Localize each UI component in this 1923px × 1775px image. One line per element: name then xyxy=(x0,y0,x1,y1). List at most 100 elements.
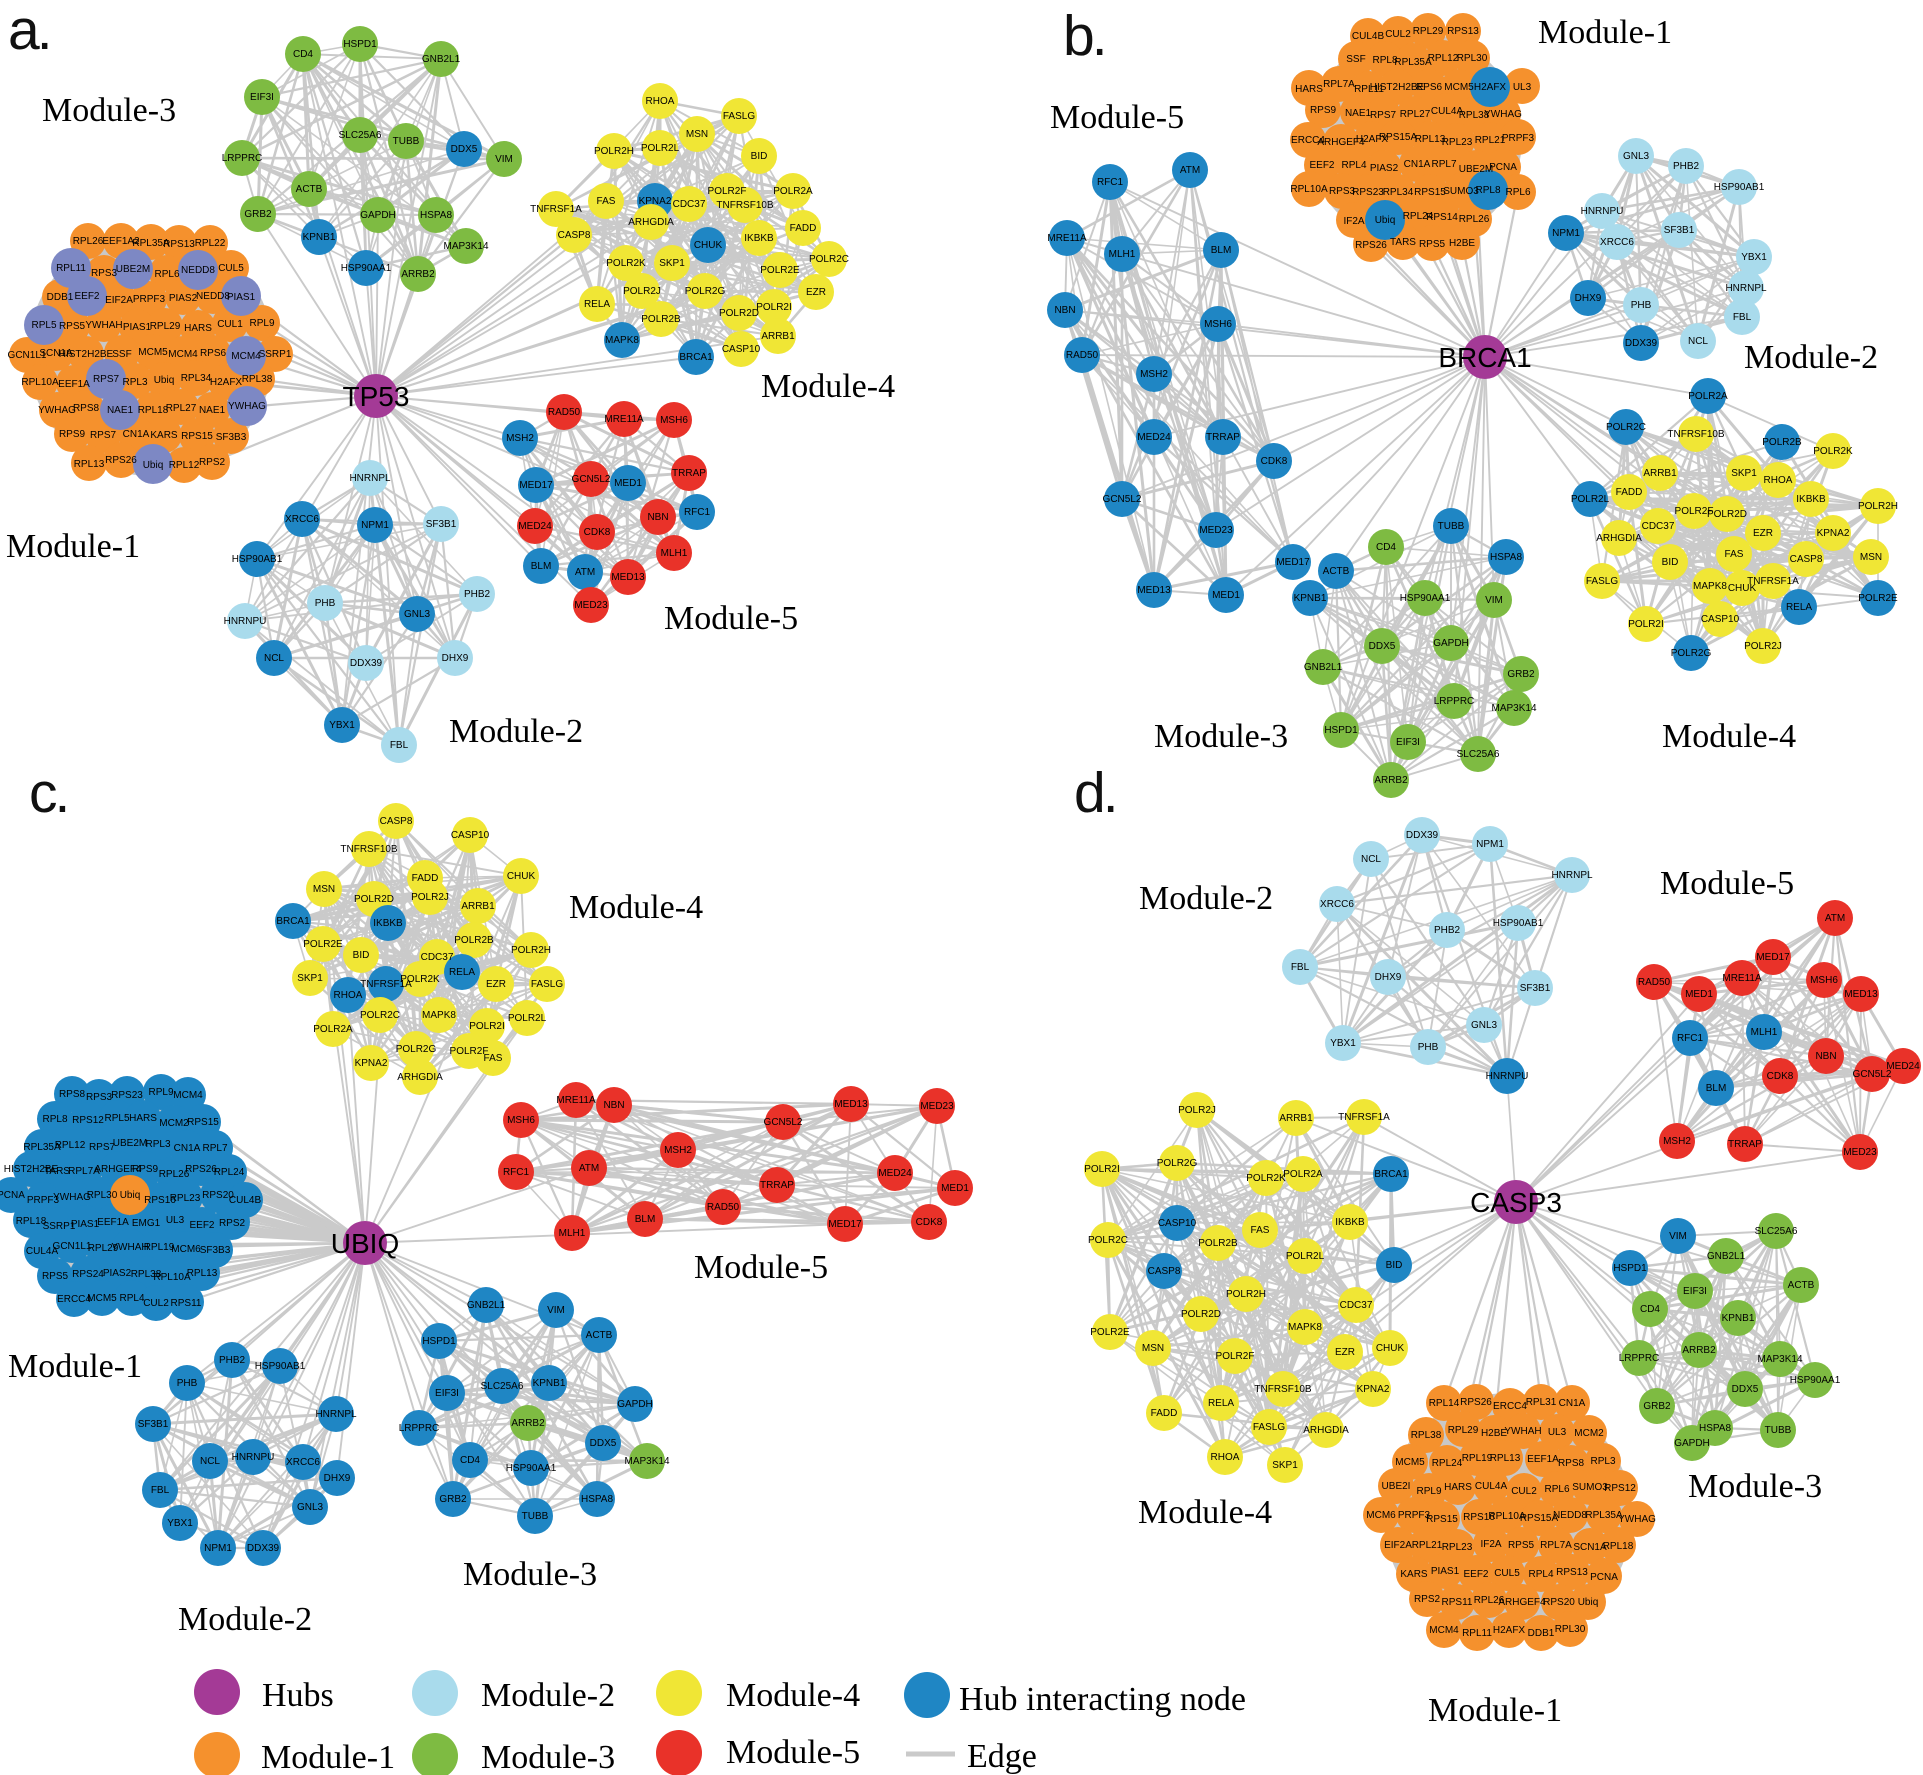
svg-text:RPL4: RPL4 xyxy=(1341,160,1366,171)
svg-text:CN1A: CN1A xyxy=(123,429,150,440)
svg-text:RPS11: RPS11 xyxy=(1442,1597,1473,1608)
svg-text:Hubs: Hubs xyxy=(262,1677,334,1714)
svg-text:Module-1: Module-1 xyxy=(8,1348,142,1385)
svg-text:MCM4: MCM4 xyxy=(168,349,198,360)
svg-text:Ubiq: Ubiq xyxy=(143,460,164,471)
svg-text:CASP8: CASP8 xyxy=(1790,554,1823,565)
svg-text:RPL21: RPL21 xyxy=(1475,135,1506,146)
svg-text:NEDD8: NEDD8 xyxy=(1553,1510,1587,1521)
svg-text:TNFRSF1A: TNFRSF1A xyxy=(530,204,582,215)
svg-text:SSF: SSF xyxy=(112,349,131,360)
svg-text:RAD50: RAD50 xyxy=(1066,350,1099,361)
svg-text:POLR2F: POLR2F xyxy=(708,186,747,197)
svg-text:RAD50: RAD50 xyxy=(548,407,581,418)
svg-text:CDC37: CDC37 xyxy=(1642,521,1675,532)
svg-text:BRCA1: BRCA1 xyxy=(679,352,713,363)
svg-text:NBN: NBN xyxy=(603,1100,624,1111)
svg-text:RPL7A: RPL7A xyxy=(1323,79,1355,90)
svg-text:KPNA2: KPNA2 xyxy=(639,196,672,207)
svg-text:DHX9: DHX9 xyxy=(324,1473,351,1484)
svg-text:RPS13: RPS13 xyxy=(163,239,195,250)
svg-text:RPL22: RPL22 xyxy=(195,238,226,249)
svg-text:RPS26: RPS26 xyxy=(185,1164,217,1175)
svg-text:GAPDH: GAPDH xyxy=(1433,638,1469,649)
svg-text:BID: BID xyxy=(1662,557,1679,568)
svg-text:PHB2: PHB2 xyxy=(1434,925,1461,936)
svg-text:ATM: ATM xyxy=(575,567,595,578)
svg-text:XRCC6: XRCC6 xyxy=(1600,237,1634,248)
svg-text:RPL29: RPL29 xyxy=(1448,1425,1479,1436)
svg-text:XRCC6: XRCC6 xyxy=(286,1457,320,1468)
svg-text:Module-4: Module-4 xyxy=(569,889,703,926)
svg-text:MED17: MED17 xyxy=(828,1219,862,1230)
svg-text:Ubiq: Ubiq xyxy=(154,375,175,386)
svg-text:HARS: HARS xyxy=(184,323,212,334)
svg-text:POLR2F: POLR2F xyxy=(1216,1351,1255,1362)
svg-text:CUL4B: CUL4B xyxy=(229,1195,262,1206)
svg-text:NBN: NBN xyxy=(647,512,668,523)
svg-text:HNRNPU: HNRNPU xyxy=(1486,1071,1529,1082)
svg-text:ACTB: ACTB xyxy=(1323,566,1350,577)
svg-text:RPL35A: RPL35A xyxy=(132,238,170,249)
svg-text:RPS23: RPS23 xyxy=(1352,187,1384,198)
svg-text:Module-3: Module-3 xyxy=(481,1739,615,1775)
svg-text:POLR2C: POLR2C xyxy=(809,254,849,265)
svg-text:POLR2K: POLR2K xyxy=(1813,446,1853,457)
svg-text:DDX5: DDX5 xyxy=(1369,641,1396,652)
svg-text:EEF1A2: EEF1A2 xyxy=(102,236,140,247)
svg-text:ARRB1: ARRB1 xyxy=(1279,1113,1313,1124)
svg-text:POLR2J: POLR2J xyxy=(1744,641,1782,652)
svg-text:MED24: MED24 xyxy=(518,521,552,532)
svg-text:ACTB: ACTB xyxy=(1788,1280,1815,1291)
svg-text:POLR2D: POLR2D xyxy=(719,308,759,319)
svg-text:GAPDH: GAPDH xyxy=(360,210,396,221)
svg-text:POLR2F: POLR2F xyxy=(450,1046,489,1057)
svg-text:RPL23: RPL23 xyxy=(1442,1542,1473,1553)
svg-text:CASP10: CASP10 xyxy=(1701,614,1740,625)
svg-text:RELA: RELA xyxy=(1208,1398,1234,1409)
svg-text:RPL29: RPL29 xyxy=(150,321,181,332)
svg-text:RPL6: RPL6 xyxy=(1544,1484,1569,1495)
svg-text:POLR2H: POLR2H xyxy=(1858,501,1898,512)
svg-text:CASP8: CASP8 xyxy=(558,230,591,241)
svg-text:PIAS2: PIAS2 xyxy=(1370,163,1399,174)
svg-text:Ubiq: Ubiq xyxy=(1578,1597,1599,1608)
svg-text:MLH1: MLH1 xyxy=(661,548,688,559)
svg-text:RPL5: RPL5 xyxy=(104,1113,129,1124)
svg-text:KARS: KARS xyxy=(150,430,178,441)
svg-text:CUL4A: CUL4A xyxy=(1431,106,1464,117)
svg-text:SLC25A6: SLC25A6 xyxy=(481,1381,524,1392)
svg-text:EMG1: EMG1 xyxy=(132,1218,161,1229)
svg-text:b.: b. xyxy=(1063,4,1105,68)
svg-text:RPL30: RPL30 xyxy=(87,1190,118,1201)
svg-text:RPL31: RPL31 xyxy=(1526,1397,1557,1408)
svg-text:MCM6: MCM6 xyxy=(1366,1510,1396,1521)
svg-text:POLR2E: POLR2E xyxy=(1090,1327,1130,1338)
svg-text:RPL29: RPL29 xyxy=(1413,26,1444,37)
svg-text:GAPDH: GAPDH xyxy=(1674,1438,1710,1449)
svg-text:EEF2: EEF2 xyxy=(1309,160,1334,171)
svg-text:RPL27: RPL27 xyxy=(166,403,197,414)
svg-text:RPS7: RPS7 xyxy=(1370,110,1397,121)
svg-text:KPNB1: KPNB1 xyxy=(1722,1313,1755,1324)
svg-text:H2AFX: H2AFX xyxy=(1356,134,1389,145)
svg-text:KARS: KARS xyxy=(1400,1569,1428,1580)
svg-text:RPL24: RPL24 xyxy=(1403,211,1434,222)
svg-text:FADD: FADD xyxy=(790,223,817,234)
svg-text:PRPF3: PRPF3 xyxy=(27,1195,60,1206)
svg-text:RPL12: RPL12 xyxy=(169,460,200,471)
svg-text:RPS11: RPS11 xyxy=(171,1298,202,1309)
svg-text:RPL8: RPL8 xyxy=(1475,185,1500,196)
svg-text:ARRB1: ARRB1 xyxy=(1643,468,1677,479)
svg-text:POLR2I: POLR2I xyxy=(469,1021,505,1032)
svg-text:TNFRSF10B: TNFRSF10B xyxy=(716,200,774,211)
svg-text:RPL13: RPL13 xyxy=(1415,134,1446,145)
svg-text:RPS15A: RPS15A xyxy=(1520,1513,1559,1524)
svg-text:MED23: MED23 xyxy=(1843,1147,1877,1158)
svg-text:CD4: CD4 xyxy=(460,1455,480,1466)
svg-text:NCL: NCL xyxy=(1688,336,1708,347)
svg-text:HSPA8: HSPA8 xyxy=(581,1494,613,1505)
svg-text:HARS: HARS xyxy=(1444,1482,1472,1493)
svg-text:RPL26: RPL26 xyxy=(1474,1595,1505,1606)
svg-text:POLR2A: POLR2A xyxy=(1283,1169,1323,1180)
